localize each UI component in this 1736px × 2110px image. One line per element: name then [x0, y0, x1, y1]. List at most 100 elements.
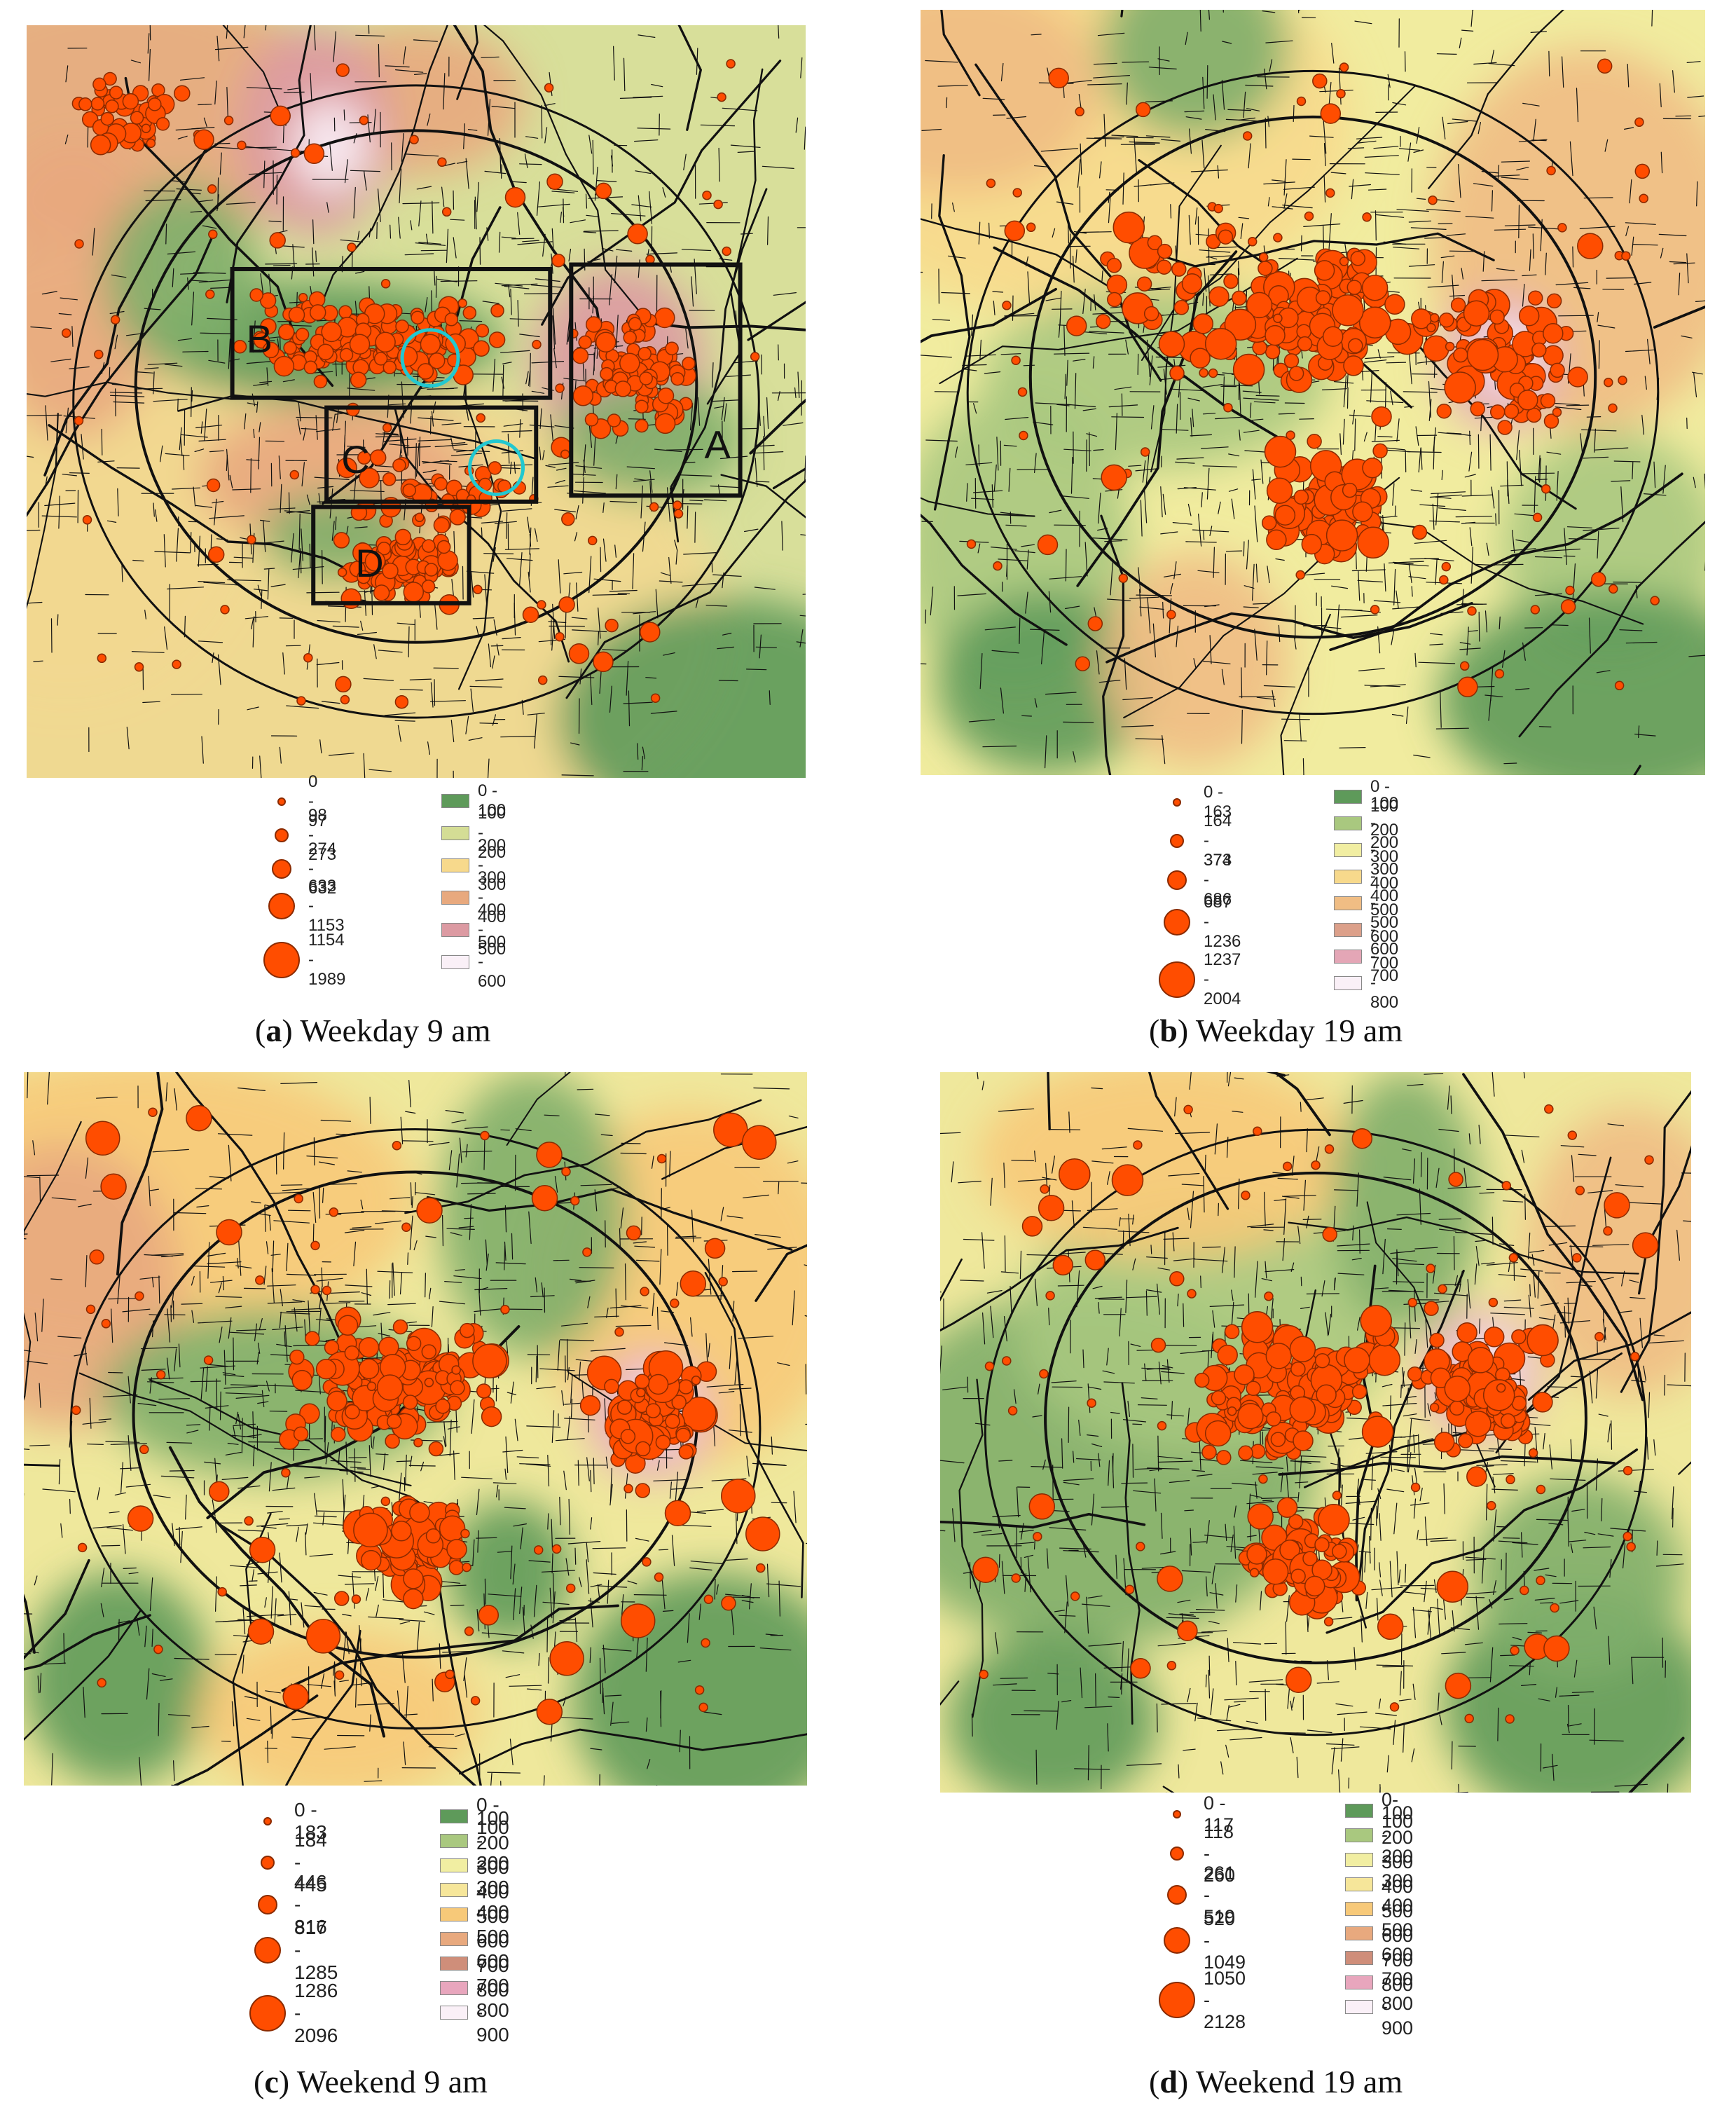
observation-point	[1253, 1126, 1262, 1137]
observation-point	[373, 352, 388, 366]
observation-point	[1264, 1292, 1274, 1301]
observation-point	[551, 1544, 562, 1554]
point-legend-item: 98 - 273	[261, 806, 336, 864]
surface-legend-swatch	[1334, 976, 1362, 990]
point-legend-symbol	[277, 797, 286, 806]
observation-point	[1362, 212, 1372, 222]
observation-point	[642, 1557, 652, 1567]
observation-point	[1530, 605, 1541, 615]
observation-point	[572, 385, 594, 406]
caption-letter-b: b	[1159, 1013, 1178, 1048]
point-legend-label: 0 - 163	[1204, 783, 1232, 821]
observation-point	[561, 512, 575, 526]
observation-point	[1608, 584, 1618, 594]
observation-point	[635, 1441, 651, 1457]
surface-legend-swatch	[440, 1956, 468, 1971]
observation-point	[1262, 1558, 1289, 1585]
observation-point	[1293, 1430, 1314, 1451]
observation-point	[972, 1556, 999, 1583]
observation-point	[1199, 368, 1208, 378]
observation-point	[1489, 404, 1506, 420]
observation-point	[665, 1413, 680, 1429]
observation-point	[288, 306, 305, 323]
observation-point	[1618, 375, 1627, 385]
observation-point	[678, 1444, 694, 1460]
observation-point	[403, 582, 425, 603]
point-legend-symbol	[1164, 909, 1190, 936]
observation-point	[71, 1405, 81, 1416]
observation-point	[382, 562, 399, 580]
surface-zone	[439, 1072, 627, 1358]
point-legend-item: 0 - 163	[1156, 783, 1232, 821]
observation-point	[1288, 1514, 1304, 1530]
observation-point	[680, 1270, 707, 1297]
observation-point	[437, 157, 447, 167]
observation-point	[139, 1444, 149, 1455]
observation-point	[207, 184, 217, 194]
observation-point	[462, 1562, 471, 1573]
observation-point	[74, 239, 84, 249]
caption-letter-d: d	[1159, 2064, 1178, 2099]
observation-point	[1505, 1714, 1515, 1724]
observation-point	[701, 1638, 710, 1648]
observation-point	[424, 1378, 434, 1388]
observation-point	[376, 1374, 404, 1401]
surface-legend-item: 300 - 400	[441, 868, 506, 926]
observation-point	[1510, 1645, 1520, 1656]
observation-point	[1632, 1232, 1659, 1259]
observation-point	[89, 1249, 104, 1265]
observation-point	[1560, 598, 1576, 615]
observation-point	[1111, 1164, 1144, 1196]
observation-point	[416, 1197, 443, 1224]
point-layer	[966, 58, 1660, 698]
observation-point	[237, 140, 247, 151]
observation-point	[1528, 1448, 1538, 1458]
observation-point	[1449, 1400, 1465, 1416]
point-legend-label: 118 - 260	[1204, 1821, 1236, 1886]
observation-point	[351, 1594, 361, 1604]
surface-zone	[24, 1571, 212, 1786]
observation-point	[329, 1207, 339, 1217]
observation-point	[135, 1291, 144, 1301]
surface-legend-swatch	[1345, 1803, 1373, 1818]
observation-point	[331, 1427, 346, 1442]
observation-point	[1527, 290, 1543, 306]
observation-point	[174, 85, 191, 102]
point-legend-symbol	[1159, 961, 1195, 998]
surface-legend-label: 600 - 700	[1382, 1925, 1414, 1989]
observation-point	[1368, 1343, 1401, 1376]
observation-point	[1467, 1347, 1494, 1373]
surface-legend-label: 800 - 900	[1382, 1974, 1414, 2039]
point-layer	[61, 59, 760, 709]
observation-point	[1546, 165, 1556, 176]
surface-legend-swatch	[1345, 1999, 1373, 2014]
observation-point	[1614, 680, 1625, 691]
observation-point	[1232, 353, 1265, 386]
observation-point	[1312, 73, 1328, 89]
observation-point	[473, 340, 490, 357]
point-legend-item: 1050 - 2128	[1156, 1965, 1246, 2035]
study-zones	[230, 262, 743, 605]
observation-point	[1358, 306, 1391, 338]
caption-text-c: Weekend 9 am	[289, 2064, 488, 2099]
point-legend-item: 520 - 1049	[1156, 1908, 1246, 1973]
observation-point	[1322, 326, 1344, 347]
observation-point	[649, 502, 659, 512]
observation-point	[1428, 195, 1438, 205]
surface-legend-swatch	[441, 858, 469, 872]
observation-point	[1557, 223, 1567, 233]
observation-point	[1565, 585, 1575, 596]
surface-legend-label: 300 - 400	[1382, 1851, 1414, 1916]
observation-point	[645, 1403, 661, 1418]
observation-point	[1314, 260, 1335, 281]
surface-zone	[977, 1072, 1353, 1260]
observation-point	[1527, 1324, 1559, 1357]
point-legend-symbol	[275, 828, 289, 842]
observation-point	[1650, 596, 1660, 605]
observation-point	[1536, 1575, 1545, 1586]
observation-point	[1059, 1158, 1091, 1191]
observation-point	[1289, 1396, 1316, 1423]
point-legend-label: 633 - 1153	[308, 877, 345, 935]
surface-legend-label: 100 - 200	[1382, 1802, 1414, 1867]
surface-legend-item: 400 - 500	[441, 900, 506, 959]
